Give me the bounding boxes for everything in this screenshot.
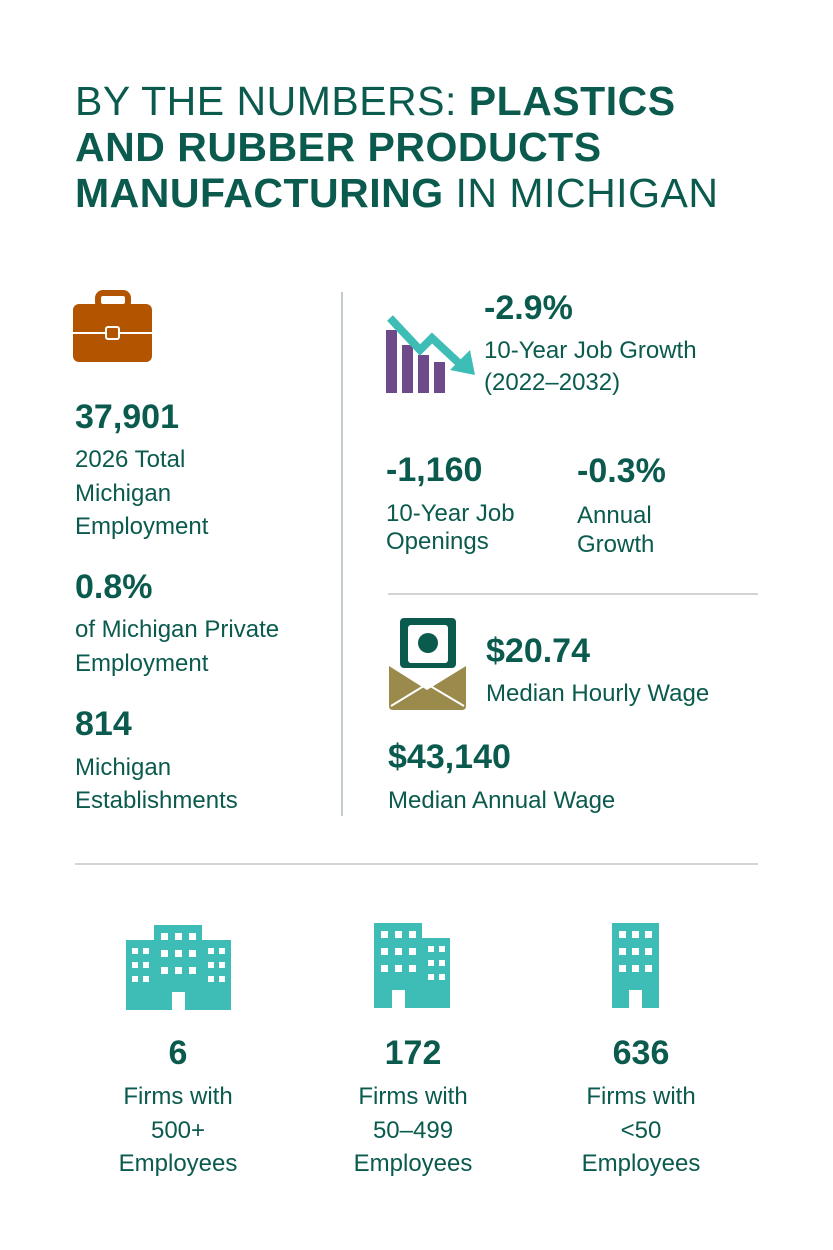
stat-value: -1,160	[386, 451, 483, 489]
stat-value: 37,901	[75, 398, 179, 436]
briefcase-icon	[73, 290, 152, 362]
stat-label: 10-Year Job Growth	[484, 337, 697, 364]
stat-label: Michigan	[75, 479, 172, 507]
stat-label: Median Annual Wage	[388, 787, 616, 814]
stat-label: Michigan	[75, 754, 172, 781]
stat-label: Employees	[353, 1150, 473, 1177]
stat-value: 636	[612, 1034, 670, 1072]
title-line: AND RUBBER PRODUCTS	[75, 124, 602, 170]
stat-value: -2.9%	[484, 289, 573, 327]
building-icon-large	[126, 925, 231, 1010]
stat-label: 2026 Total	[75, 446, 186, 473]
title-text: BY THE NUMBERS:	[75, 78, 469, 124]
title-text: IN MICHIGAN	[443, 170, 719, 216]
stat-value: 172	[384, 1034, 442, 1072]
stat-label: of Michigan Private	[75, 616, 280, 643]
stat-label: Openings	[386, 528, 489, 555]
stat-value: $43,140	[388, 738, 511, 776]
stat-label: Firms with	[358, 1083, 468, 1110]
stat-label: 50–499	[372, 1116, 454, 1144]
title-line: MANUFACTURING IN MICHIGAN	[75, 170, 718, 216]
stat-value: 814	[75, 705, 132, 743]
stat-label: Median Hourly Wage	[486, 680, 710, 707]
stat-value: $20.74	[486, 632, 590, 670]
title-text: MANUFACTURING	[75, 170, 444, 216]
money-envelope-icon	[389, 618, 466, 710]
title-text: AND RUBBER PRODUCTS	[75, 124, 602, 170]
stat-label: Employees	[118, 1150, 238, 1177]
building-icon-small	[612, 923, 659, 1008]
building-icon-medium	[374, 923, 450, 1008]
stat-label: Annual	[577, 502, 652, 529]
stat-label: Firms with	[586, 1083, 696, 1110]
stat-label: Growth	[577, 531, 655, 558]
stat-value: 6	[168, 1034, 188, 1072]
stat-value: -0.3%	[577, 452, 666, 490]
stat-label: Firms with	[123, 1083, 233, 1110]
stat-label: Employment	[75, 513, 209, 540]
stat-value: 0.8%	[75, 568, 153, 606]
decline-chart-icon	[386, 315, 475, 393]
stat-label: 10-Year Job	[386, 500, 515, 527]
stat-label: Establishments	[75, 787, 238, 814]
stat-label: Employees	[581, 1150, 701, 1177]
stat-label: 500+	[150, 1116, 206, 1144]
title-text: PLASTICS	[468, 78, 676, 124]
title-line: BY THE NUMBERS: PLASTICS	[75, 78, 676, 124]
stat-label: Employment	[75, 650, 209, 677]
stat-label: <50	[620, 1116, 662, 1144]
stat-label: (2022–2032)	[484, 369, 621, 396]
